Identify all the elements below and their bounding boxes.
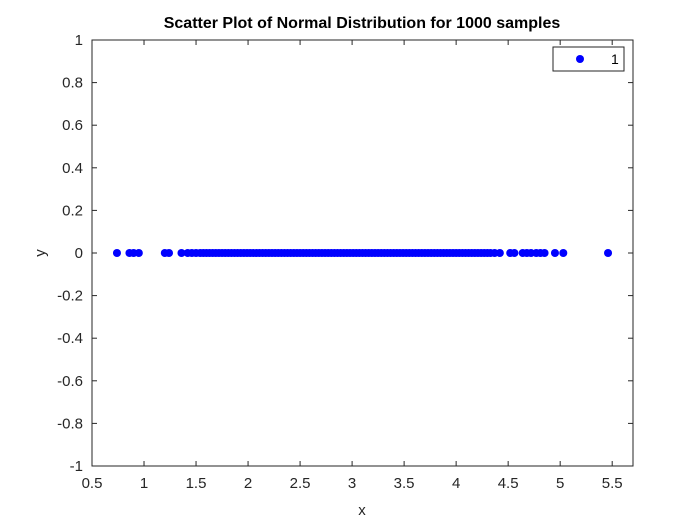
x-tick-label: 5.5: [602, 475, 623, 492]
data-point: [550, 249, 559, 257]
data-point: [164, 249, 173, 257]
data-point: [177, 249, 186, 257]
legend-label: 1: [611, 51, 619, 67]
y-tick-label: -1: [70, 458, 83, 475]
data-point: [559, 249, 568, 257]
x-tick-label: 4: [452, 475, 460, 492]
data-point: [540, 249, 549, 257]
data-point: [134, 249, 143, 257]
chart-title: Scatter Plot of Normal Distribution for …: [164, 15, 561, 32]
legend-marker: [576, 55, 584, 63]
y-tick-label: 1: [75, 32, 83, 49]
y-tick-label: -0.8: [57, 415, 83, 432]
x-tick-label: 1: [140, 475, 148, 492]
x-tick-label: 3.5: [394, 475, 415, 492]
data-point: [495, 249, 504, 257]
x-tick-label: 3: [348, 475, 356, 492]
x-axis-label: x: [358, 502, 366, 519]
y-tick-label: 0.8: [62, 75, 83, 92]
data-point: [510, 249, 519, 257]
y-tick-label: -0.6: [57, 373, 83, 390]
y-tick-label: 0: [75, 245, 83, 262]
y-axis-label: y: [32, 249, 49, 257]
x-tick-label: 4.5: [498, 475, 519, 492]
x-tick-label: 2: [244, 475, 252, 492]
y-tick-label: 0.4: [62, 160, 83, 177]
legend-box: [552, 46, 625, 72]
x-tick-label: 0.5: [82, 475, 103, 492]
plot-area: 0.5 1 1.5 2 2.5 3 3.5 4 4.5 5 5.5 1 0.8 0.6 0.4 0.2 0 -0.…: [57, 32, 634, 492]
y-tick-label: 0.2: [62, 202, 83, 219]
y-tick-label: 0.6: [62, 117, 83, 134]
x-tick-label: 1.5: [186, 475, 207, 492]
data-point: [112, 249, 121, 257]
x-tick-label: 5: [556, 475, 564, 492]
y-tick-label: -0.4: [57, 330, 83, 347]
y-tick-label: -0.2: [57, 288, 83, 305]
x-tick-label: 2.5: [290, 475, 311, 492]
data-point: [604, 249, 613, 257]
